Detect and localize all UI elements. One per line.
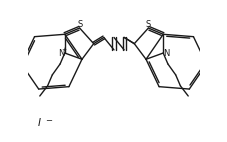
Text: S: S: [145, 20, 150, 29]
Text: N: N: [163, 49, 169, 58]
Text: −: −: [45, 116, 52, 125]
Text: +: +: [61, 47, 66, 52]
Text: I: I: [37, 118, 40, 128]
Text: N: N: [58, 49, 64, 58]
Text: S: S: [77, 20, 82, 29]
